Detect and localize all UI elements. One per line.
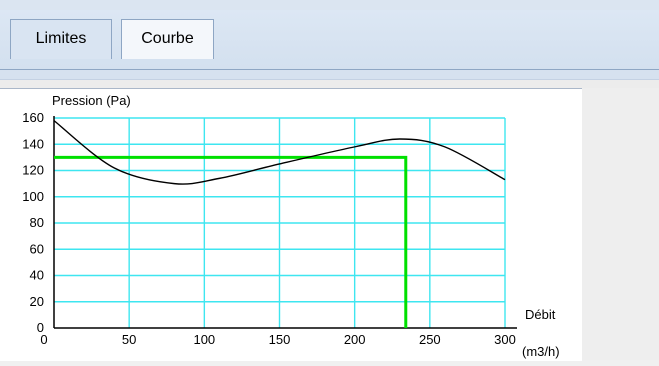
chart-area: 0 20 40 60 80 100 120 140 160 0 50 100 150 200 250 300 … xyxy=(0,88,582,361)
y-tick-label-5: 100 xyxy=(22,189,44,204)
tab-divider xyxy=(0,69,659,70)
side-area xyxy=(582,88,659,360)
chart-grid xyxy=(54,117,506,328)
panel-header-band xyxy=(0,70,659,80)
x-axis-label: Débit xyxy=(525,307,556,322)
x-axis-unit: (m3/h) xyxy=(522,344,560,359)
y-tick-label-7: 140 xyxy=(22,136,44,151)
y-tick-label-6: 120 xyxy=(22,163,44,178)
y-tick-label-8: 160 xyxy=(22,110,44,125)
x-tick-label-3: 150 xyxy=(269,332,291,347)
y-axis-label: Pression (Pa) xyxy=(52,93,131,108)
tick-labels: 0 20 40 60 80 100 120 140 160 0 50 100 150 200 250 300 xyxy=(22,110,516,347)
tab-limites[interactable]: Limites xyxy=(10,19,112,59)
x-tick-label-2: 100 xyxy=(193,332,215,347)
x-tick-label-0: 0 xyxy=(40,332,47,347)
y-tick-label-4: 80 xyxy=(30,215,44,230)
operating-point-lines xyxy=(54,155,408,328)
y-tick-label-0: 0 xyxy=(37,320,44,335)
fan-curve-line-0 xyxy=(53,120,506,185)
x-tick-label-5: 250 xyxy=(419,332,441,347)
tab-strip: Limites Courbe xyxy=(0,10,659,70)
y-tick-label-2: 40 xyxy=(30,268,44,283)
y-tick-label-1: 20 xyxy=(30,294,44,309)
x-tick-label-6: 300 xyxy=(494,332,516,347)
chart-axes xyxy=(53,116,517,329)
x-tick-label-4: 200 xyxy=(344,332,366,347)
tab-courbe[interactable]: Courbe xyxy=(121,19,214,59)
chart-series xyxy=(53,120,506,328)
x-tick-label-1: 50 xyxy=(122,332,136,347)
y-tick-label-3: 60 xyxy=(30,241,44,256)
